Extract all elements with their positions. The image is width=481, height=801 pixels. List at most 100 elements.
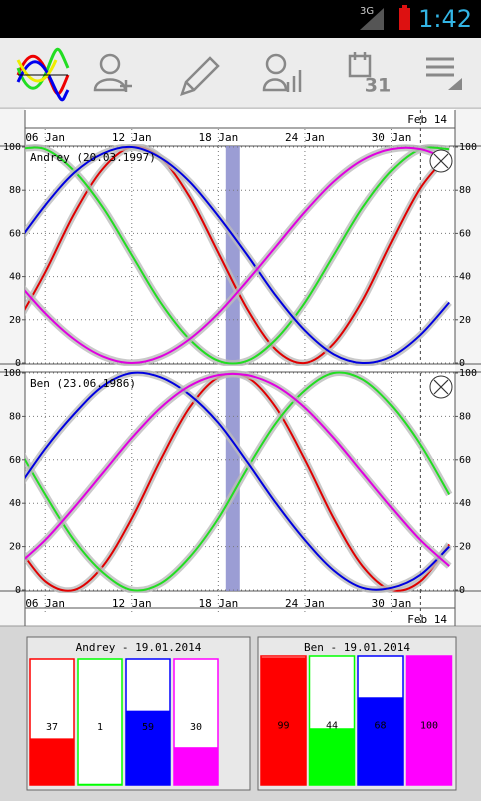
y-tick-label: 100 (3, 368, 21, 379)
icon-part (426, 57, 454, 77)
x-tick-label: 18 Jan (198, 131, 238, 144)
bar-column (77, 658, 123, 786)
curve (25, 372, 450, 567)
x-tick-label: 30 Jan (372, 131, 412, 144)
remove-button[interactable] (429, 149, 453, 173)
y-tick-label: 40 (459, 272, 471, 283)
person-title: Ben (23.06.1986) (30, 377, 136, 390)
corner-label: Feb 14 (407, 613, 447, 626)
bar (358, 697, 403, 785)
bar-value: 1 (97, 722, 103, 733)
bar-summary: Ben - 19.01.2014 99 44 68 100 (257, 636, 457, 791)
battery-icon (399, 8, 410, 30)
bar (126, 710, 170, 785)
y-tick-label: 0 (15, 585, 21, 596)
charts: 06 Jan 12 Jan 18 Jan 24 Jan 30 Jan Feb 14 0 0 20… (0, 110, 481, 791)
y-tick-label: 60 (459, 228, 471, 239)
signal-icon (360, 8, 384, 30)
line-chart: 06 Jan 12 Jan 18 Jan 24 Jan 30 Jan Feb 14 0 0 20… (0, 110, 481, 369)
icon-part (99, 53, 121, 75)
y-tick-label: 80 (459, 411, 471, 422)
clock: 1:42 (418, 5, 472, 33)
icon-part (348, 54, 372, 78)
y-tick-label: 20 (9, 315, 21, 326)
bar-value: 30 (190, 722, 202, 733)
bar-value: 68 (374, 721, 386, 732)
x-tick-label: 18 Jan (198, 597, 238, 610)
icon-part (180, 56, 220, 96)
y-tick-label: 20 (9, 542, 21, 553)
curve (25, 145, 450, 365)
y-tick-label: 100 (3, 142, 21, 153)
curve (25, 146, 450, 365)
add-person-button[interactable] (93, 53, 132, 92)
y-tick-label: 0 (15, 358, 21, 369)
compare-button[interactable] (262, 53, 302, 92)
y-tick-label: 20 (459, 542, 471, 553)
curve (25, 371, 450, 591)
line-chart: 06 Jan 12 Jan 18 Jan 24 Jan 30 Jan Feb 14 0 0 20… (0, 368, 481, 626)
bar-value: 99 (277, 721, 289, 732)
y-tick-label: 80 (9, 411, 21, 422)
icon-part (265, 53, 287, 75)
logo-wave (16, 60, 70, 102)
curves (25, 144, 452, 366)
bar-value: 44 (326, 721, 338, 732)
network-type: 3G (360, 6, 374, 17)
icon-part (262, 78, 288, 92)
icon-part (286, 70, 302, 92)
icon-part (120, 80, 132, 92)
calendar-button[interactable] (348, 52, 372, 78)
bar (406, 656, 452, 785)
bar (309, 728, 355, 785)
y-tick-label: 40 (9, 272, 21, 283)
person-title: Andrey (20.03.1997) (30, 151, 156, 164)
summary-title: Andrey - 19.01.2014 (76, 641, 202, 654)
curves (25, 370, 453, 593)
y-tick-label: 60 (9, 455, 21, 466)
y-tick-label: 40 (9, 498, 21, 509)
curve (25, 371, 451, 592)
icon-part (353, 52, 367, 60)
y-tick-label: 80 (9, 185, 21, 196)
bar (78, 783, 122, 785)
edit-button[interactable] (180, 56, 220, 96)
logo-wave (16, 47, 70, 90)
curve (25, 145, 450, 365)
y-tick-label: 20 (459, 315, 471, 326)
y-tick-label: 0 (459, 358, 465, 369)
corner-label: Feb 14 (407, 113, 447, 126)
curve (25, 146, 450, 365)
summary-title: Ben - 19.01.2014 (304, 641, 410, 654)
bar-summary: Andrey - 19.01.2014 37 1 59 30 (26, 636, 251, 791)
calendar-day: 31 (365, 75, 391, 97)
y-tick-label: 80 (459, 185, 471, 196)
x-tick-label: 06 Jan (25, 597, 65, 610)
y-tick-label: 60 (9, 228, 21, 239)
bar-value: 59 (142, 722, 154, 733)
bar-value: 100 (420, 721, 438, 732)
bar-value: 37 (46, 722, 58, 733)
x-tick-label: 30 Jan (372, 597, 412, 610)
x-tick-label: 24 Jan (285, 597, 325, 610)
icon-part (448, 78, 462, 90)
y-tick-label: 0 (459, 585, 465, 596)
x-tick-label: 12 Jan (112, 597, 152, 610)
bar (30, 738, 74, 785)
bar (174, 747, 218, 785)
y-tick-label: 100 (459, 142, 477, 153)
y-tick-label: 40 (459, 498, 471, 509)
bar (261, 657, 306, 785)
app-logo[interactable] (16, 47, 70, 102)
selected-day (225, 146, 240, 364)
x-tick-label: 24 Jan (285, 131, 325, 144)
selected-day (225, 372, 240, 591)
remove-button[interactable] (429, 375, 453, 399)
x-tick-label: 06 Jan (25, 131, 65, 144)
menu-button[interactable] (426, 57, 462, 90)
logo-wave (16, 59, 58, 83)
y-tick-label: 60 (459, 455, 471, 466)
remove-icon (433, 153, 449, 169)
